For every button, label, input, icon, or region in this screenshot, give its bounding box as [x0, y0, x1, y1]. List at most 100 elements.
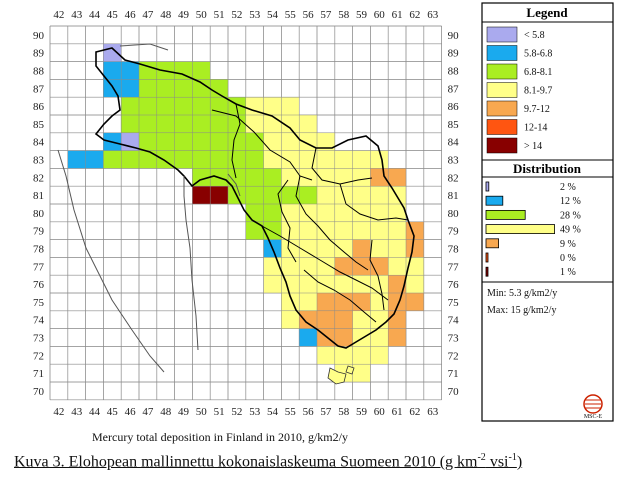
- deposition-cell: [281, 221, 300, 240]
- deposition-cell: [263, 204, 282, 222]
- y-tick-label: 88: [448, 66, 460, 78]
- deposition-cell: [352, 257, 371, 276]
- y-tick-label: 90: [33, 30, 45, 42]
- deposition-cell: [192, 61, 211, 80]
- x-tick-label: 43: [71, 406, 83, 418]
- region-border: [369, 239, 385, 311]
- deposition-cell: [388, 275, 406, 293]
- x-tick-label: 42: [53, 406, 64, 418]
- deposition-cell: [210, 115, 228, 133]
- y-tick-label: 84: [33, 137, 45, 149]
- y-tick-label: 85: [33, 119, 45, 131]
- deposition-cell: [299, 150, 317, 169]
- y-tick-label: 73: [33, 333, 45, 345]
- x-tick-label: 55: [285, 406, 297, 418]
- deposition-cell: [139, 97, 157, 115]
- map-axes: 42 42 43 43 44 44 45 45 46 46 47 47 48 48 49 49 50 50 51 51…: [33, 9, 459, 418]
- deposition-cell: [121, 115, 139, 133]
- deposition-cell: [139, 150, 157, 169]
- deposition-cell: [263, 275, 282, 293]
- y-tick-label: 71: [33, 368, 44, 380]
- deposition-cell: [210, 186, 228, 204]
- x-tick-label: 47: [142, 406, 154, 418]
- distribution-label: 0 %: [560, 253, 576, 264]
- legend-swatch: [486, 82, 518, 98]
- y-tick-label: 83: [448, 155, 460, 167]
- region-border: [339, 183, 409, 221]
- min-value: Min: 5.3 g/km2/y: [487, 288, 557, 299]
- deposition-cell: [156, 132, 175, 151]
- deposition-cell: [174, 61, 193, 80]
- y-tick-label: 88: [33, 66, 45, 78]
- y-tick-label: 72: [33, 350, 44, 362]
- deposition-cell: [103, 79, 122, 98]
- deposition-cell: [352, 346, 371, 365]
- distribution-label: 28 %: [560, 210, 581, 221]
- deposition-cell: [406, 293, 424, 311]
- deposition-cell: [334, 204, 353, 222]
- legend-swatch: [486, 137, 518, 154]
- map-title: Mercury total deposition in Finland in 2…: [92, 430, 348, 444]
- y-tick-label: 74: [448, 315, 460, 327]
- deposition-cell: [352, 204, 371, 222]
- neighbor-coast: [119, 43, 169, 51]
- x-tick-label: 50: [196, 406, 208, 418]
- caption-superscript: -2: [477, 452, 486, 463]
- y-tick-label: 75: [33, 297, 45, 309]
- x-tick-label: 46: [125, 9, 137, 21]
- deposition-cell: [281, 115, 300, 133]
- legend-swatch: [486, 100, 518, 117]
- deposition-cell: [192, 79, 211, 98]
- region-border: [231, 103, 241, 179]
- x-tick-label: 44: [89, 406, 101, 418]
- y-tick-label: 74: [33, 315, 45, 327]
- y-tick-label: 82: [448, 172, 459, 184]
- x-tick-label: 58: [338, 9, 350, 21]
- deposition-cell: [210, 97, 228, 115]
- x-tick-label: 49: [178, 406, 190, 418]
- deposition-cell: [174, 115, 193, 133]
- legend-label: 9.7-12: [524, 104, 550, 115]
- deposition-cell: [281, 150, 300, 169]
- deposition-cell: [317, 204, 335, 222]
- deposition-cell: [228, 168, 246, 187]
- deposition-cell: [263, 132, 282, 151]
- deposition-cell: [192, 150, 211, 169]
- x-tick-label: 51: [214, 9, 225, 21]
- deposition-cell: [406, 239, 424, 258]
- deposition-cell: [263, 186, 282, 204]
- deposition-cell: [281, 257, 300, 276]
- deposition-cell: [334, 310, 353, 329]
- deposition-cell: [334, 257, 353, 276]
- deposition-cell: [228, 115, 246, 133]
- caption-mid: vsi: [485, 453, 509, 471]
- deposition-cell: [352, 293, 371, 311]
- deposition-cell: [406, 257, 424, 276]
- deposition-cell: [299, 221, 317, 240]
- y-tick-label: 80: [33, 208, 45, 220]
- deposition-cell: [388, 168, 406, 187]
- deposition-cell: [334, 239, 353, 258]
- y-tick-label: 73: [448, 333, 460, 345]
- deposition-cell: [245, 186, 264, 204]
- deposition-cell: [406, 275, 424, 293]
- distribution-label: 49 %: [560, 225, 581, 236]
- figure-caption: Kuva 3. Elohopean mallinnettu kokonaisla…: [14, 452, 522, 471]
- y-tick-label: 70: [448, 386, 460, 398]
- distribution-label: 9 %: [560, 239, 576, 250]
- x-tick-label: 59: [356, 9, 368, 21]
- deposition-cell: [317, 132, 335, 151]
- deposition-cell: [370, 186, 389, 204]
- x-tick-label: 63: [427, 9, 439, 21]
- y-tick-label: 70: [33, 386, 45, 398]
- deposition-cell: [317, 221, 335, 240]
- distribution-bar: [485, 195, 504, 206]
- deposition-cell: [388, 221, 406, 240]
- logo-text: MSC-E: [584, 414, 603, 420]
- x-tick-label: 49: [178, 9, 190, 21]
- deposition-cell: [156, 115, 175, 133]
- deposition-cell: [228, 132, 246, 151]
- x-tick-label: 62: [409, 406, 420, 418]
- x-tick-label: 60: [374, 9, 386, 21]
